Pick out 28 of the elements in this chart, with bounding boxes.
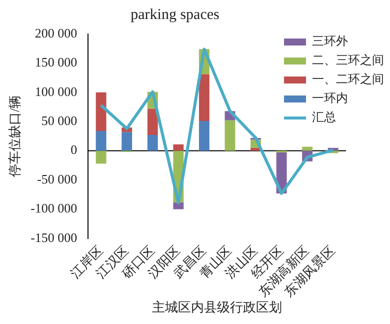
y-tick-label: -50 000: [37, 171, 78, 186]
bar: [96, 150, 106, 164]
bar: [96, 130, 106, 151]
legend-label: 三环外: [312, 34, 348, 48]
bar: [302, 146, 313, 151]
bar: [147, 135, 158, 151]
bar: [224, 120, 236, 151]
bar: [173, 202, 184, 210]
x-axis-title: 主城区内县级行政区划: [152, 300, 282, 315]
y-tick-label: 200 000: [34, 25, 78, 40]
bar: [147, 108, 158, 136]
bar: [96, 92, 106, 131]
legend-label: 二、三环之间: [312, 53, 384, 68]
bar: [122, 132, 132, 151]
bar: [173, 144, 184, 151]
y-tick-label: -150 000: [30, 230, 78, 245]
y-tick-label: 150 000: [34, 54, 78, 70]
y-tick-label: 0: [70, 142, 78, 158]
y-tick-label: 50 000: [41, 113, 78, 128]
y-tick-label: 100 000: [34, 84, 78, 99]
y-tick-label: -100 000: [30, 200, 78, 216]
bar: [198, 74, 210, 122]
legend-label: 一、二环之间: [312, 72, 384, 86]
y-axis-title: 停车位缺口/辆: [7, 95, 22, 178]
chart-title: parking spaces: [130, 6, 220, 23]
bar: [198, 121, 210, 151]
legend-label: 汇总: [312, 110, 336, 124]
legend-label: 一环内: [312, 91, 348, 106]
